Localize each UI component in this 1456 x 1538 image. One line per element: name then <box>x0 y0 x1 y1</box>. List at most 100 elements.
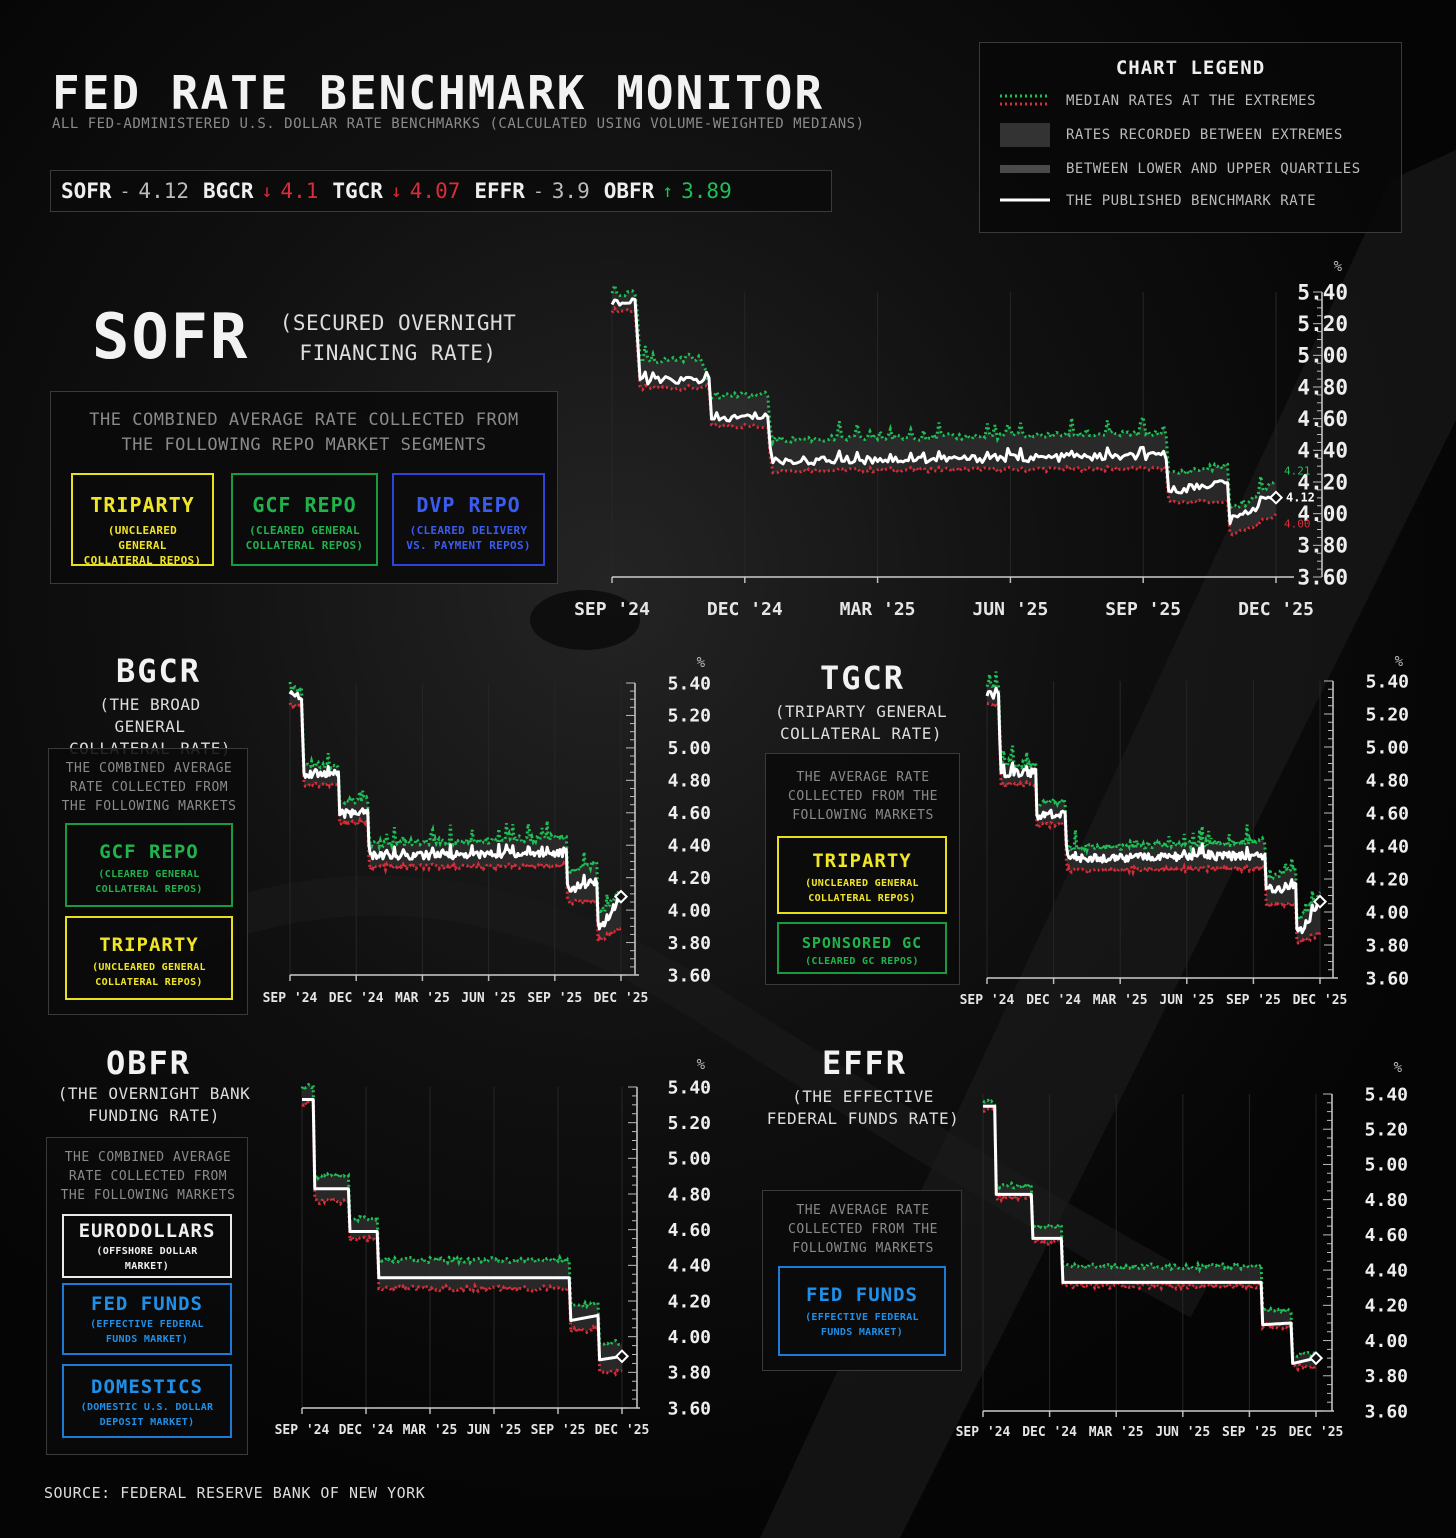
effr-panel-text: THE AVERAGE RATE COLLECTED FROM THE FOLL… <box>788 1203 938 1256</box>
ticker-arrow: ↓ <box>261 180 273 202</box>
ticker-item-sofr: SOFR -4.12 <box>61 179 189 203</box>
x-tick-label: SEP '24 <box>263 991 318 1006</box>
legend-item-between: RATES RECORDED BETWEEN EXTREMES <box>1066 127 1343 143</box>
segment-name: DOMESTICS <box>91 1376 203 1398</box>
ticker-arrow: - <box>532 180 544 202</box>
ticker-name: OBFR <box>603 179 655 203</box>
segment-name: EURODOLLARS <box>78 1220 216 1242</box>
ticker-value: 4.1 <box>280 179 319 203</box>
x-tick-label: MAR '25 <box>395 991 450 1006</box>
ticker-name: EFFR <box>474 179 525 203</box>
segment-name: GCF REPO <box>99 841 199 863</box>
sofr-panel-text: THE COMBINED AVERAGE RATE COLLECTED FROM… <box>89 410 519 455</box>
ticker-item-tgcr: TGCR ↓ 4.07 <box>332 179 460 203</box>
segment-name: FED FUNDS <box>806 1284 918 1306</box>
rate-ticker: SOFR -4.12 BGCR ↓ 4.1 TGCR ↓ 4.07 EFFR -3.9 OBFR ↑ 3… <box>50 170 832 212</box>
y-tick-label: 4.80 <box>1297 375 1348 399</box>
y-tick-label: 4.00 <box>668 1327 711 1348</box>
ticker-value: 3.89 <box>681 179 732 203</box>
y-tick-label: 4.80 <box>668 1184 711 1205</box>
y-tick-label: 5.00 <box>1366 737 1409 758</box>
unit-label: % <box>697 1057 706 1073</box>
ticker-item-bgcr: BGCR ↓ 4.1 <box>203 179 318 203</box>
y-tick-label: 5.20 <box>668 1113 711 1134</box>
x-tick-label: SEP '25 <box>1226 993 1281 1008</box>
ticker-value: 3.9 <box>551 179 590 203</box>
y-tick-label: 4.40 <box>1365 1260 1408 1281</box>
y-tick-label: 3.60 <box>668 1398 711 1419</box>
segment-desc: (OFFSHORE DOLLAR MARKET) <box>96 1246 198 1272</box>
y-tick-label: 4.40 <box>1297 439 1348 463</box>
benchmark-rate-series <box>983 1104 1317 1365</box>
x-tick-label: MAR '25 <box>1093 993 1148 1008</box>
page-subtitle: ALL FED-ADMINISTERED U.S. DOLLAR RATE BE… <box>52 116 865 132</box>
end-label-rate: 4.12 <box>1286 491 1315 505</box>
y-tick-label: 5.00 <box>668 1149 711 1170</box>
source-note: SOURCE: FEDERAL RESERVE BANK OF NEW YORK <box>44 1484 426 1502</box>
effr-title: EFFR <box>822 1044 908 1082</box>
y-tick-label: 5.40 <box>668 673 711 694</box>
segment-name: FED FUNDS <box>91 1293 203 1315</box>
tgcr-segment-triparty: TRIPARTY (UNCLEARED GENERAL COLLATERAL R… <box>777 836 947 914</box>
x-tick-label: DEC '24 <box>339 1423 394 1438</box>
latest-rate-marker <box>614 1349 630 1364</box>
end-label-lower: 4.00 <box>1284 518 1311 531</box>
x-tick-label: DEC '24 <box>329 991 384 1006</box>
tgcr-subtitle: (TRIPARTY GENERAL COLLATERAL RATE) <box>774 702 948 743</box>
y-tick-label: 3.80 <box>1365 1366 1408 1387</box>
y-tick-label: 4.20 <box>1297 470 1348 494</box>
latest-rate-marker <box>1268 490 1284 505</box>
y-tick-label: 5.00 <box>1365 1155 1408 1176</box>
segment-desc: (CLEARED GENERAL COLLATERAL REPOS) <box>95 869 203 895</box>
x-tick-label: DEC '25 <box>594 991 649 1006</box>
y-tick-label: 3.80 <box>668 933 711 954</box>
x-tick-label: SEP '25 <box>531 1423 586 1438</box>
y-tick-label: 4.60 <box>1366 803 1409 824</box>
benchmark-rate-series <box>288 690 623 931</box>
page-title: FED RATE BENCHMARK MONITOR <box>52 66 825 120</box>
y-tick-label: 5.40 <box>1365 1084 1408 1105</box>
bgcr-panel-text: THE COMBINED AVERAGE RATE COLLECTED FROM… <box>61 761 237 814</box>
ticker-value: 4.12 <box>138 179 189 203</box>
segment-desc: (CLEARED GC REPOS) <box>805 956 919 967</box>
upper-extreme-series <box>610 280 1277 512</box>
ticker-name: SOFR <box>61 179 112 203</box>
legend-item-quartiles: BETWEEN LOWER AND UPPER QUARTILES <box>1066 161 1361 177</box>
segment-name: TRIPARTY <box>812 850 912 872</box>
bgcr-chart: SEP '24 DEC '24 MAR '25 JUN '25 SEP '25 DEC '… <box>263 655 711 1006</box>
y-tick-label: 5.40 <box>1366 671 1409 692</box>
x-tick-label: JUN '25 <box>972 599 1048 620</box>
y-tick-label: 5.20 <box>1366 704 1409 725</box>
tgcr-segment-sponsored-gc: SPONSORED GC (CLEARED GC REPOS) <box>777 922 947 974</box>
tgcr-panel-text: THE AVERAGE RATE COLLECTED FROM THE FOLL… <box>788 770 938 823</box>
x-tick-label: SEP '24 <box>275 1423 330 1438</box>
y-tick-label: 3.60 <box>1366 968 1409 989</box>
ticker-item-obfr: OBFR ↑ 3.89 <box>604 179 732 203</box>
obfr-segment-domestics: DOMESTICS (DOMESTIC U.S. DOLLAR DEPOSIT … <box>62 1364 232 1438</box>
y-tick-label: 4.20 <box>1365 1296 1408 1317</box>
effr-info-panel: THE AVERAGE RATE COLLECTED FROM THE FOLL… <box>762 1190 962 1371</box>
y-tick-label: 3.80 <box>668 1363 711 1384</box>
x-tick-label: DEC '24 <box>707 599 783 620</box>
y-tick-label: 5.00 <box>668 738 711 759</box>
benchmark-rate-series <box>302 1098 623 1362</box>
y-tick-label: 4.20 <box>668 1291 711 1312</box>
bgcr-info-panel: THE COMBINED AVERAGE RATE COLLECTED FROM… <box>48 748 248 1015</box>
x-tick-label: JUN '25 <box>467 1423 522 1438</box>
lower-extreme-series <box>986 699 1322 947</box>
sofr-info-panel: THE COMBINED AVERAGE RATE COLLECTED FROM… <box>50 391 558 584</box>
obfr-subtitle: (THE OVERNIGHT BANK FUNDING RATE) <box>57 1084 251 1125</box>
y-tick-label: 4.00 <box>1366 902 1409 923</box>
x-tick-label: DEC '24 <box>1026 993 1081 1008</box>
ticker-arrow: ↑ <box>662 180 674 202</box>
segment-desc: (CLEARED DELIVERY VS. PAYMENT REPOS) <box>406 524 531 552</box>
segment-name: SPONSORED GC <box>801 934 923 952</box>
ticker-value: 4.07 <box>409 179 461 203</box>
y-tick-label: 4.60 <box>668 1220 711 1241</box>
segment-desc: (EFFECTIVE FEDERAL FUNDS MARKET) <box>805 1312 919 1338</box>
upper-extreme-series <box>288 681 622 916</box>
upper-extreme-series <box>300 1082 624 1347</box>
unit-label: % <box>1334 259 1343 275</box>
segment-desc: (UNCLEARED GENERAL COLLATERAL REPOS) <box>92 962 206 988</box>
effr-chart: SEP '24 DEC '24 MAR '25 JUN '25 SEP '25 DEC '… <box>956 1060 1408 1440</box>
